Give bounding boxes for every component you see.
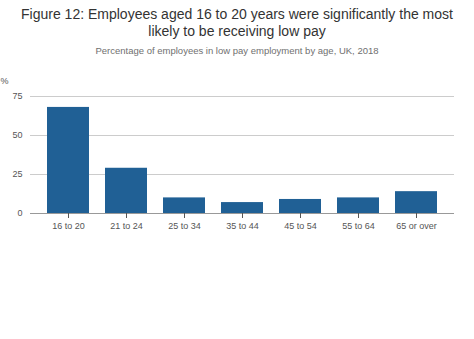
svg-text:45 to 54: 45 to 54 [284, 221, 317, 231]
svg-text:25 to 34: 25 to 34 [168, 221, 201, 231]
svg-text:0: 0 [17, 208, 22, 218]
svg-text:55 to 64: 55 to 64 [342, 221, 375, 231]
html-text:Figure 12: Employees aged 16 t: Figure 12: Employees aged 16 to 20 years… [21, 6, 453, 39]
svg-text:65 or over: 65 or over [396, 221, 437, 231]
html-text:Percentage of employees in low: Percentage of employees in low pay emplo… [95, 45, 379, 56]
svg-text:75: 75 [12, 91, 22, 101]
svg-text:50: 50 [12, 130, 22, 140]
svg-text:35 to 44: 35 to 44 [226, 221, 259, 231]
svg-text:25: 25 [12, 169, 22, 179]
svg-text:21 to 24: 21 to 24 [110, 221, 143, 231]
svg-text:%: % [1, 76, 9, 86]
svg-text:16 to 20: 16 to 20 [52, 221, 85, 231]
